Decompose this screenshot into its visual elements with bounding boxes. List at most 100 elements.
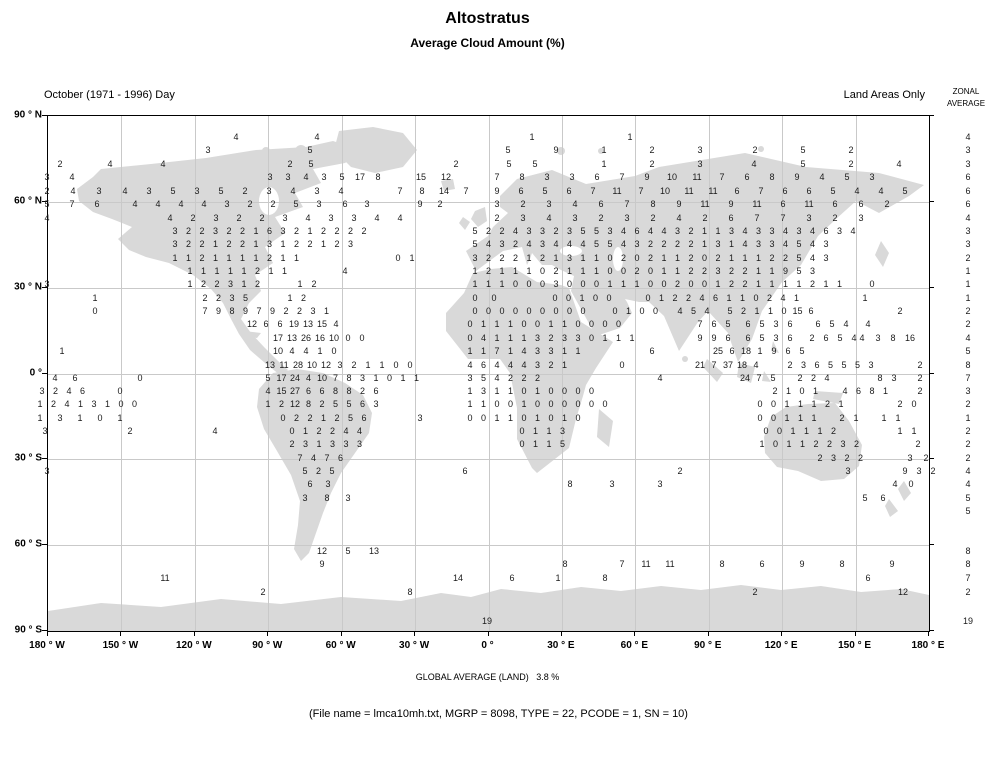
grid-value: 2 <box>254 279 261 289</box>
grid-value: 11 <box>700 199 710 209</box>
grid-value: 4 <box>290 186 296 196</box>
land-sumatra <box>703 359 723 382</box>
grid-value: 8 <box>346 373 352 383</box>
grid-value: 2 <box>817 453 823 463</box>
grid-value: 7 <box>619 559 625 569</box>
zonal-average-value: 6 <box>965 199 971 209</box>
grid-value: 2 <box>548 360 554 370</box>
grid-value: 2 <box>485 266 492 276</box>
grid-value: 0 <box>331 346 337 356</box>
grid-value: 26 <box>300 333 312 343</box>
grid-value: 6 <box>815 319 821 329</box>
longitude-label: 30 ° W <box>399 640 430 651</box>
grid-value: 11 <box>160 573 170 583</box>
grid-value: 1 <box>287 293 293 303</box>
grid-value: 5 <box>542 186 548 196</box>
grid-value: 4 <box>201 199 207 209</box>
grid-value: 0 <box>359 333 365 343</box>
grid-value: 9 <box>242 306 249 316</box>
grid-value: 3 <box>224 199 230 209</box>
zonal-average-value: 2 <box>965 587 971 597</box>
grid-value: 4 <box>677 306 683 316</box>
grid-value: 2 <box>453 159 459 169</box>
longitude-label: 60 ° E <box>620 640 649 651</box>
grid-value: 3 <box>539 239 546 249</box>
grid-value: 8 <box>519 172 525 182</box>
grid-value: 8 <box>839 559 845 569</box>
grid-value: 2 <box>278 399 285 409</box>
grid-value: 0 <box>612 306 618 316</box>
grid-value: 1 <box>241 279 247 289</box>
grid-value: 1 <box>37 413 43 423</box>
grid-value: 6 <box>806 186 812 196</box>
grid-value: 9 <box>771 346 777 356</box>
grid-value: 1 <box>799 439 806 449</box>
grid-value: 3 <box>575 333 581 343</box>
grid-value: 1 <box>811 399 817 409</box>
grid-value: 1 <box>534 413 541 423</box>
zonal-average-value: 3 <box>965 159 971 169</box>
grid-value: 1 <box>320 413 327 423</box>
zonal-average-value: 1 <box>965 413 971 423</box>
grid-value: 0 <box>519 439 525 449</box>
longitude-tick <box>634 631 636 636</box>
grid-value: 0 <box>619 360 625 370</box>
grid-value: 10 <box>306 360 318 370</box>
longitude-label: 90 ° W <box>252 640 283 651</box>
grid-value: 3 <box>569 172 575 182</box>
grid-value: 1 <box>507 413 514 423</box>
longitude-label: 150 ° E <box>838 640 872 651</box>
grid-value: 1 <box>728 253 735 263</box>
grid-value: 4 <box>780 293 786 303</box>
longitude-label: 150 ° W <box>102 640 139 651</box>
grid-value: 7 <box>324 453 330 463</box>
zonal-average-value: 2 <box>965 399 971 409</box>
grid-value: 5 <box>308 159 314 169</box>
grid-value: 0 <box>280 413 286 423</box>
grid-value: 10 <box>316 373 328 383</box>
grid-value: 11 <box>279 360 289 370</box>
grid-value: 0 <box>799 386 805 396</box>
grid-value: 9 <box>269 306 276 316</box>
longitude-tick <box>47 631 48 636</box>
grid-value: 16 <box>904 333 916 343</box>
grid-value: 28 <box>292 360 304 370</box>
grid-value: 3 <box>559 426 566 436</box>
grid-value: 3 <box>697 145 703 155</box>
grid-value: 0 <box>345 333 351 343</box>
grid-value: 1 <box>790 426 796 436</box>
grid-value: 3 <box>830 453 837 463</box>
grid-value: 0 <box>472 306 478 316</box>
zonal-average-value: 5 <box>965 346 971 356</box>
grid-value: 2 <box>701 266 708 276</box>
zonal-average-value: 4 <box>965 333 971 343</box>
grid-value: 3 <box>499 239 505 249</box>
grid-value: 0 <box>507 399 514 409</box>
grid-value: 11 <box>612 186 622 196</box>
grid-value: 2 <box>915 439 921 449</box>
grid-value: 7 <box>590 186 596 196</box>
grid-value: 4 <box>699 293 705 303</box>
grid-value: 3 <box>809 266 816 276</box>
grid-value: 5 <box>759 319 765 329</box>
grid-value: 0 <box>485 306 492 316</box>
grid-value: 6 <box>266 226 273 236</box>
grid-value: 1 <box>607 279 613 289</box>
grid-value: 2 <box>685 293 692 303</box>
grid-value: 3 <box>57 413 63 423</box>
grid-value: 1 <box>77 399 84 409</box>
grid-value: 4 <box>742 226 748 236</box>
grid-value: 4 <box>851 333 857 343</box>
grid-value: 7 <box>202 306 208 316</box>
latitude-label: 90 ° S <box>14 624 42 636</box>
grid-value: 4 <box>69 172 75 182</box>
grid-value: 4 <box>342 266 348 276</box>
grid-value: 6 <box>319 386 325 396</box>
grid-value: 2 <box>809 333 815 343</box>
grid-value: 2 <box>897 306 903 316</box>
grid-value: 1 <box>253 226 259 236</box>
grid-value: 6 <box>808 306 814 316</box>
land-greenland <box>334 127 417 173</box>
grid-value: 2 <box>485 253 492 263</box>
grid-value: 2 <box>296 306 303 316</box>
